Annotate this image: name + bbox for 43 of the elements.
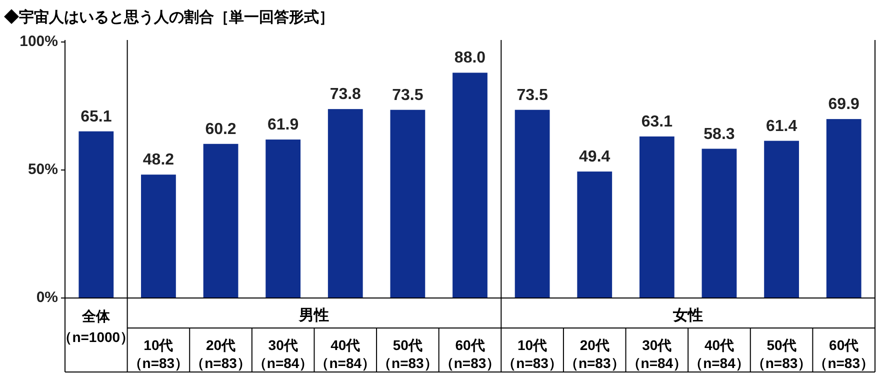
x-tick-label: 50代（n=83） (378, 337, 438, 371)
data-label: 60.2 (205, 120, 236, 138)
x-tick-label: 10代（n=83） (502, 337, 562, 371)
bar (639, 136, 674, 298)
text: 女性 (672, 307, 704, 324)
text: 男性 (298, 307, 330, 324)
data-label: 61.4 (766, 118, 798, 135)
x-tick-label: 30代（n=84） (626, 337, 688, 371)
data-label: 48.2 (142, 152, 174, 169)
x-tick-label: 50代（n=83） (751, 337, 812, 371)
x-tick-label: 40代（n=84） (689, 337, 750, 371)
data-label: 88.0 (454, 50, 486, 67)
bar (328, 109, 363, 298)
y-tick-label: 100% (20, 32, 58, 50)
x-tick-label: 20代（n=83） (564, 337, 625, 371)
bar (764, 140, 799, 298)
data-label: 73.5 (516, 86, 548, 104)
x-tick-label: 60代（n=83） (440, 337, 500, 371)
y-tick-label: 50% (28, 160, 58, 178)
bar (266, 140, 301, 298)
x-tick-label: 20代（n=83） (190, 337, 251, 371)
bar (203, 144, 238, 298)
bar (452, 72, 488, 298)
data-label: 58.3 (704, 126, 735, 143)
bar (826, 119, 862, 298)
x-tick-label: 60代（n=83） (814, 337, 874, 371)
data-label: 49.4 (579, 148, 610, 166)
y-tick-label: 0% (36, 288, 58, 306)
bar (78, 131, 114, 298)
data-label: 69.9 (828, 96, 860, 114)
data-label: 73.8 (330, 86, 362, 104)
data-label: 65.1 (80, 108, 112, 126)
data-label: 73.5 (392, 86, 424, 104)
x-tick-label: 40代（n=84） (315, 337, 376, 371)
data-label: 61.9 (268, 116, 299, 134)
data-label: 63.1 (641, 113, 673, 130)
bar (514, 110, 550, 298)
bar (577, 172, 612, 298)
x-tick-label: 30代（n=84） (252, 337, 314, 371)
bar (390, 110, 426, 298)
bar (702, 148, 737, 298)
chart-title: ◆宇宙人はいると思う人の割合［単一回答形式］ (4, 8, 334, 26)
bar (141, 174, 176, 298)
